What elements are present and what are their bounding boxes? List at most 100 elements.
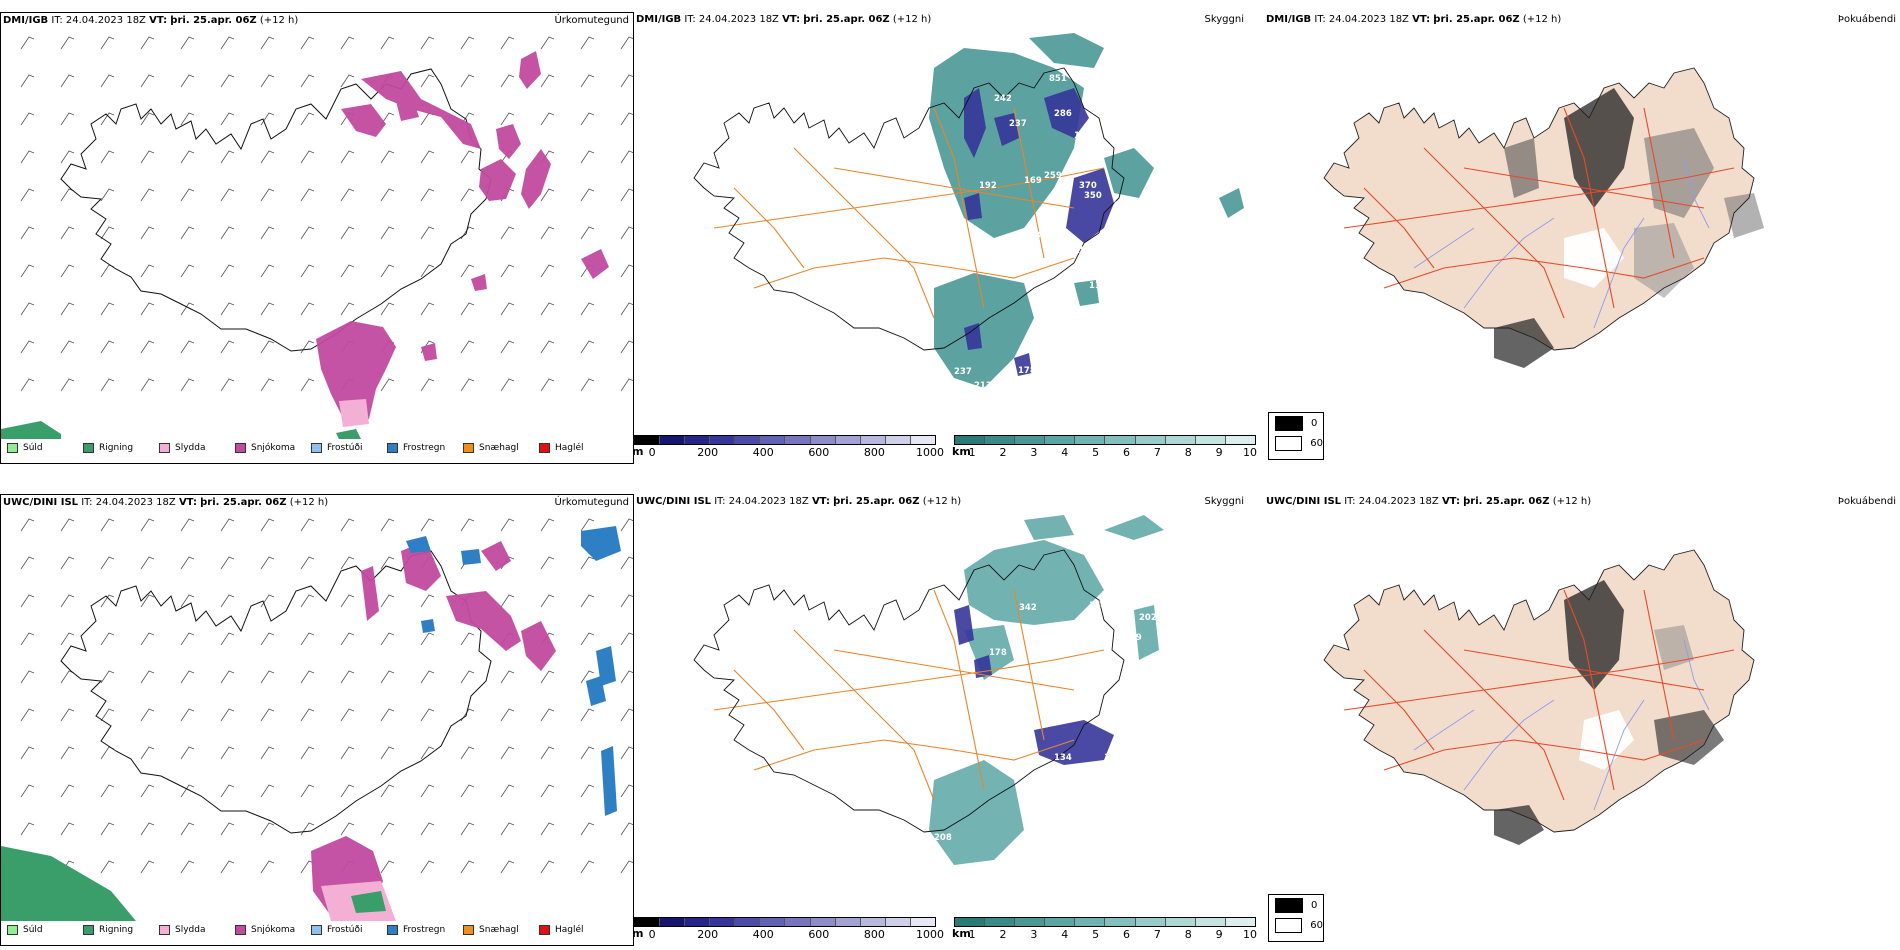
cloud-base-value: 237 — [1009, 119, 1027, 129]
colorbar-cell — [955, 918, 986, 926]
initial-time: 24.04.2023 18Z — [1328, 14, 1409, 25]
fog-legend-swatch — [1275, 415, 1303, 431]
legend-item: Haglél — [539, 923, 615, 937]
model-name: DMI/IGB — [636, 14, 682, 25]
colorbar-cell — [835, 436, 861, 444]
visibility-areas — [929, 515, 1164, 865]
panel-header: UWC/DINI ISL IT: 24.04.2023 18Z VT: þri.… — [1, 495, 633, 511]
legend-label: Haglél — [555, 443, 584, 453]
cloud-base-value: 202 — [1139, 613, 1157, 623]
legend-label: Frostúði — [327, 443, 363, 453]
colorbar-unit: km — [952, 445, 971, 458]
legend-swatch — [159, 925, 170, 935]
cloud-base-value: 123 — [1104, 753, 1122, 763]
colorbar-ticks: 1 2 3 4 5 6 7 8 9 10 — [954, 927, 1257, 941]
cloud-base-value: 208 — [934, 833, 952, 843]
cloud-base-colorbar: m 0 200 400 600 800 1000 — [634, 917, 944, 941]
legend-swatch — [159, 443, 170, 453]
cloud-base-value: 286 — [1054, 109, 1072, 119]
colorbar-cell — [1135, 436, 1166, 444]
iceland-coastline — [693, 67, 1125, 351]
colorbar-cell — [785, 436, 811, 444]
legend-item: Frostregn — [387, 923, 463, 937]
colorbar-tick-label: 600 — [808, 928, 830, 941]
cloud-base-value: 169 — [1024, 176, 1042, 186]
fog-index-legend: 0 60 — [1268, 412, 1324, 460]
fog-index-panel-bottom: UWC/DINI ISL IT: 24.04.2023 18Z VT: þri.… — [1264, 494, 1900, 946]
forecast-offset: (+12 h) — [289, 497, 329, 508]
fog-legend-swatch — [1275, 435, 1303, 451]
wind-barbs — [20, 36, 633, 392]
colorbar-tick-label: 4 — [1061, 928, 1069, 941]
panel-header: DMI/IGB IT: 24.04.2023 18Z VT: þri. 25.a… — [634, 12, 1264, 28]
cloud-base-value: 223 — [984, 388, 1002, 398]
colorbar-tick-label: 0 — [648, 928, 656, 941]
colorbar-cell — [635, 918, 661, 926]
colorbar-cell — [685, 436, 711, 444]
colorbar-cell — [910, 918, 935, 926]
legend-swatch — [539, 443, 550, 453]
cloud-visibility-panel-bottom: UWC/DINI ISL IT: 24.04.2023 18Z VT: þri.… — [634, 494, 1264, 946]
colorbar-cell — [635, 436, 661, 444]
colorbar-cell — [955, 436, 986, 444]
legend-label: Frostregn — [403, 443, 446, 453]
cloud-base-value: 209 — [1114, 201, 1132, 211]
panel-title: Skyggni — [1204, 14, 1244, 25]
colorbar-cell — [660, 436, 686, 444]
legend-label: Rigning — [99, 443, 134, 453]
colorbar-tick-label: 1 — [968, 446, 976, 459]
land-fill — [1324, 550, 1754, 832]
colorbar-cells — [954, 917, 1256, 927]
colorbar-tick-label: 800 — [863, 446, 885, 459]
fog-legend-label: 0 — [1311, 417, 1318, 429]
cloud-base-value: 237 — [954, 367, 972, 377]
legend-label: Frostregn — [403, 925, 446, 935]
colorbar-cell — [1075, 436, 1106, 444]
legend-item: Snæhagl — [463, 923, 539, 937]
legend-label: Snæhagl — [479, 925, 519, 935]
road-network — [1343, 107, 1735, 319]
legend-label: Snæhagl — [479, 443, 519, 453]
colorbar-cells — [634, 435, 936, 445]
cloud-base-value: 145 — [1104, 601, 1122, 611]
colorbar-tick-label: 5 — [1092, 928, 1100, 941]
road-network — [1343, 589, 1735, 801]
forecast-offset: (+12 h) — [259, 15, 299, 26]
colorbar-tick-label: 6 — [1122, 928, 1130, 941]
legend-label: Slydda — [175, 443, 206, 453]
precip-map — [1, 518, 633, 921]
wind-barbs — [20, 518, 633, 874]
forecast-offset: (+12 h) — [1522, 14, 1562, 25]
legend-swatch — [463, 443, 474, 453]
legend-label: Rigning — [99, 925, 134, 935]
colorbar-cell — [985, 436, 1016, 444]
colorbar-ticks: 0 200 400 600 800 1000 — [634, 445, 944, 459]
cloud-base-value: 207 — [1139, 251, 1157, 261]
precip-type-panel-bottom: UWC/DINI ISL IT: 24.04.2023 18Z VT: þri.… — [0, 494, 634, 946]
colorbar-tick-label: 400 — [752, 446, 774, 459]
model-name: UWC/DINI ISL — [636, 496, 712, 507]
colorbar-cell — [1225, 436, 1255, 444]
colorbar-cell — [885, 436, 911, 444]
legend-item: Frostregn — [387, 441, 463, 455]
legend-label: Snjókoma — [251, 925, 296, 935]
visibility-colorbar: km 1 2 3 4 5 6 7 8 9 10 — [952, 917, 1257, 941]
fog-legend-label: 60 — [1310, 919, 1323, 931]
legend-swatch — [83, 925, 94, 935]
forecast-offset: (+12 h) — [1552, 496, 1592, 507]
fog-legend-row: 0 — [1269, 895, 1323, 915]
colorbar-cell — [760, 436, 786, 444]
colorbar-cell — [835, 918, 861, 926]
legend-item: Snjókoma — [235, 441, 311, 455]
colorbar-tick-label: 200 — [697, 928, 719, 941]
colorbar-cell — [1045, 436, 1076, 444]
cloud-base-value: 370 — [1079, 181, 1097, 191]
colorbar-cell — [810, 918, 836, 926]
fog-legend-label: 60 — [1310, 437, 1323, 449]
colorbar-tick-label: 1000 — [915, 928, 944, 941]
initial-time: 24.04.2023 18Z — [65, 15, 146, 26]
colorbar-cell — [1165, 436, 1196, 444]
colorbar-tick-label: 3 — [1030, 928, 1038, 941]
